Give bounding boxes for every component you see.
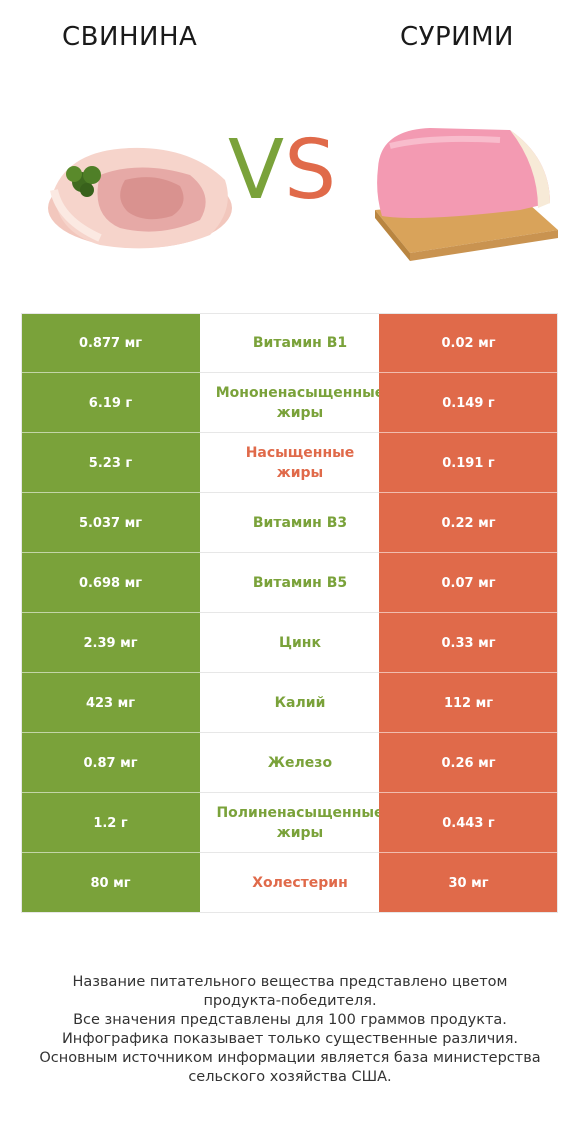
comparison-table: 0.877 мг Витамин B1 0.02 мг 6.19 г Мононенас… (21, 313, 558, 913)
nutrient-name: Мононенасыщенные жиры (215, 385, 385, 421)
right-value: 0.07 мг (441, 575, 496, 591)
left-value-cell: 2.39 мг (21, 613, 200, 673)
nutrient-cell: Мононенасыщенные жиры (200, 373, 384, 433)
row-divider-mid (200, 852, 379, 853)
nutrient-name: Полиненасыщенные жиры (216, 805, 384, 841)
row-divider-mid (200, 672, 379, 673)
row-divider-mid (200, 732, 379, 733)
right-value-cell: 0.22 мг (379, 493, 558, 553)
nutrient-cell: Цинк (200, 613, 379, 673)
left-value: 6.19 г (88, 395, 133, 411)
right-value: 0.191 г (442, 455, 495, 471)
table-row: 0.877 мг Витамин B1 0.02 мг (21, 313, 558, 373)
left-value: 2.39 мг (83, 635, 138, 651)
nutrient-name: Витамин B5 (252, 575, 348, 591)
left-value-cell: 0.87 мг (21, 733, 200, 793)
left-value-cell: 0.698 мг (21, 553, 200, 613)
nutrient-name: Холестерин (252, 875, 348, 891)
row-divider-mid (200, 372, 379, 373)
footer-note: Название питательного вещества представл… (20, 973, 560, 1087)
left-value: 5.037 мг (78, 515, 143, 531)
row-divider-mid (200, 432, 379, 433)
left-value: 5.23 г (88, 455, 133, 471)
right-product-title: СУРИМИ (400, 22, 515, 52)
pork-image (48, 147, 232, 249)
left-value: 80 мг (90, 875, 131, 891)
table-row: 5.23 г Насыщенные жиры 0.191 г (21, 433, 558, 493)
right-value: 0.02 мг (441, 335, 496, 351)
nutrient-cell: Калий (200, 673, 379, 733)
vs-s: S (284, 123, 337, 218)
right-value: 0.443 г (442, 815, 495, 831)
right-value-cell: 0.443 г (379, 793, 558, 853)
nutrient-name: Витамин B3 (252, 515, 348, 531)
left-value-cell: 423 мг (21, 673, 200, 733)
vs-label: VS (228, 130, 336, 212)
footer-line: Основным источником информации является … (39, 1050, 541, 1066)
nutrient-cell: Витамин B1 (200, 313, 379, 373)
left-value: 1.2 г (93, 815, 128, 831)
left-value: 0.87 мг (83, 755, 138, 771)
table-row: 0.698 мг Витамин B5 0.07 мг (21, 553, 558, 613)
right-value-cell: 112 мг (379, 673, 558, 733)
nutrient-cell: Насыщенные жиры (200, 433, 379, 493)
left-value: 423 мг (85, 695, 136, 711)
table-row: 0.87 мг Железо 0.26 мг (21, 733, 558, 793)
right-value: 0.22 мг (441, 515, 496, 531)
row-divider-mid (200, 552, 379, 553)
nutrient-cell: Витамин B3 (200, 493, 379, 553)
footer-line: сельского хозяйства США. (188, 1069, 392, 1085)
nutrient-cell: Холестерин (200, 853, 379, 913)
nutrient-name: Насыщенные жиры (245, 445, 355, 481)
left-value-cell: 6.19 г (21, 373, 200, 433)
footer-line: Инфографика показывает только существенн… (61, 1031, 519, 1047)
table-row: 2.39 мг Цинк 0.33 мг (21, 613, 558, 673)
row-divider-mid (200, 492, 379, 493)
right-value-cell: 0.191 г (379, 433, 558, 493)
right-value-cell: 0.26 мг (379, 733, 558, 793)
right-value: 0.149 г (442, 395, 495, 411)
row-divider-mid (200, 612, 379, 613)
footer-line: продукта-победителя. (203, 993, 377, 1009)
left-value-cell: 5.23 г (21, 433, 200, 493)
nutrient-name: Калий (274, 695, 326, 711)
row-divider-mid (200, 792, 379, 793)
right-value-cell: 0.02 мг (379, 313, 558, 373)
right-value: 30 мг (448, 875, 489, 891)
nutrient-cell: Полиненасыщенные жиры (200, 793, 384, 853)
right-value: 112 мг (443, 695, 494, 711)
vs-v: V (228, 123, 285, 218)
right-value-cell: 0.33 мг (379, 613, 558, 673)
nutrient-cell: Железо (200, 733, 379, 793)
table-row: 423 мг Калий 112 мг (21, 673, 558, 733)
table-row: 6.19 г Мононенасыщенные жиры 0.149 г (21, 373, 558, 433)
nutrient-name: Витамин B1 (252, 335, 348, 351)
nutrient-cell: Витамин B5 (200, 553, 379, 613)
nutrient-name: Цинк (279, 635, 321, 651)
table-row: 1.2 г Полиненасыщенные жиры 0.443 г (21, 793, 558, 853)
right-value: 0.33 мг (441, 635, 496, 651)
right-value-cell: 0.07 мг (379, 553, 558, 613)
table-row: 80 мг Холестерин 30 мг (21, 853, 558, 913)
right-value: 0.26 мг (441, 755, 496, 771)
right-value-cell: 0.149 г (379, 373, 558, 433)
left-value-cell: 0.877 мг (21, 313, 200, 373)
left-value-cell: 80 мг (21, 853, 200, 913)
left-value: 0.698 мг (78, 575, 143, 591)
nutrient-name: Железо (267, 755, 333, 771)
right-value-cell: 30 мг (379, 853, 558, 913)
left-value-cell: 1.2 г (21, 793, 200, 853)
left-value-cell: 5.037 мг (21, 493, 200, 553)
left-product-title: СВИНИНА (62, 22, 198, 52)
left-value: 0.877 мг (78, 335, 143, 351)
table-row: 5.037 мг Витамин B3 0.22 мг (21, 493, 558, 553)
surimi-image (375, 128, 558, 261)
footer-line: Все значения представлены для 100 граммо… (73, 1012, 507, 1028)
footer-line: Название питательного вещества представл… (72, 974, 508, 990)
